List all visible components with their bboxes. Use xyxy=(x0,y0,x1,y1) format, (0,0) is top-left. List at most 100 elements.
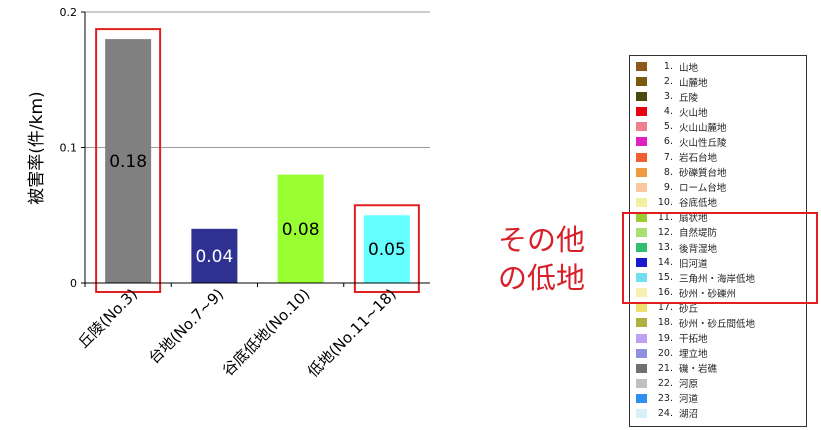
bar-value-label: 0.05 xyxy=(368,240,406,260)
legend-item: 19. 干拓地 xyxy=(636,332,708,345)
legend-swatch xyxy=(636,363,647,373)
bar xyxy=(277,174,324,283)
legend-number: 21. xyxy=(657,362,673,374)
chart-value-labels: 0.18 0.04 0.08 0.05 xyxy=(109,152,406,267)
legend-label: 扇状地 xyxy=(679,213,708,225)
legend-item: 12. 自然堤防 xyxy=(636,226,718,240)
legend-item: 4. 火山地 xyxy=(636,106,708,119)
bar xyxy=(105,39,152,283)
legend-label: 磯・岩礁 xyxy=(679,364,718,376)
legend-label: 丘陵 xyxy=(679,92,699,104)
legend-number: 2. xyxy=(663,76,673,88)
legend-number: 18. xyxy=(657,317,673,329)
legend-item: 6. 火山性丘陵 xyxy=(636,136,727,149)
y-tick-label: 0.2 xyxy=(60,6,78,19)
legend-item: 11. 扇状地 xyxy=(636,211,708,225)
legend-item: 22. 河原 xyxy=(636,378,699,391)
legend-item: 20. 埋立地 xyxy=(636,347,708,361)
legend-swatch xyxy=(636,227,647,237)
legend-swatch xyxy=(636,378,647,388)
legend-label: 自然堤防 xyxy=(679,228,718,240)
legend-number: 20. xyxy=(657,347,673,359)
legend-item: 5. 火山山麓地 xyxy=(636,121,727,134)
legend-number: 3. xyxy=(663,91,673,103)
chart-bars xyxy=(105,39,410,283)
legend-number: 17. xyxy=(657,302,673,314)
callout-line-2: の低地 xyxy=(498,261,586,295)
legend-item: 7. 岩石台地 xyxy=(636,151,718,164)
bar-value-label: 0.18 xyxy=(109,152,147,172)
legend-swatch xyxy=(636,333,647,343)
category-highlight-box xyxy=(353,204,420,293)
legend-item: 3. 丘陵 xyxy=(636,91,699,104)
legend-swatch xyxy=(636,348,647,358)
legend-swatch xyxy=(636,318,647,328)
legend-number: 14. xyxy=(657,257,673,269)
legend-number: 6. xyxy=(663,136,673,148)
legend-label: 干拓地 xyxy=(679,334,708,345)
x-category-label: 丘陵(No.3) xyxy=(74,285,141,352)
legend-number: 12. xyxy=(657,226,673,238)
legend-item: 16. 砂州・砂礫州 xyxy=(636,287,737,300)
legend-number: 15. xyxy=(657,272,673,284)
legend-item: 1. 山地 xyxy=(636,61,699,74)
legend-label: 河道 xyxy=(679,394,699,406)
legend-number: 5. xyxy=(663,121,673,133)
legend-label: 旧河道 xyxy=(679,258,708,270)
legend-highlight-box xyxy=(622,212,818,304)
landform-legend: 1. 山地 2. 山麓地 3. 丘陵 4. 火山地 5. 火山山麓地 6. 火山性丘陵 7. 岩石台地 8.… xyxy=(629,55,807,427)
category-highlight-box xyxy=(95,28,162,293)
legend-swatch xyxy=(636,273,647,283)
legend-number: 8. xyxy=(663,166,673,178)
chart-highlights xyxy=(95,28,420,293)
legend-number: 1. xyxy=(663,61,673,72)
legend-swatch xyxy=(636,182,647,192)
legend-swatch xyxy=(636,152,647,162)
legend-swatch xyxy=(636,197,647,207)
legend-item: 15. 三角州・海岸低地 xyxy=(636,272,756,285)
legend-number: 16. xyxy=(657,287,673,299)
legend-item: 24. 湖沼 xyxy=(636,408,699,421)
legend-label: 河原 xyxy=(679,379,699,391)
x-category-label: 谷底低地(No.10) xyxy=(219,285,314,380)
legend-label: 火山性丘陵 xyxy=(679,137,727,149)
legend-label: 山麓地 xyxy=(679,77,708,89)
legend-item: 2. 山麓地 xyxy=(636,76,708,89)
legend-label: 砂州・砂礫州 xyxy=(679,288,737,300)
legend-swatch xyxy=(636,167,647,177)
legend-number: 19. xyxy=(657,332,673,344)
legend-label: 岩石台地 xyxy=(679,153,718,164)
legend-swatch xyxy=(636,393,647,403)
legend-label: 三角州・海岸低地 xyxy=(679,273,756,285)
legend-number: 13. xyxy=(657,242,673,253)
legend-label: 山地 xyxy=(679,62,699,74)
legend-item: 10. 谷底低地 xyxy=(636,196,718,210)
legend-number: 11. xyxy=(657,211,673,223)
legend-label: 後背湿地 xyxy=(679,243,718,255)
legend-label: 谷底低地 xyxy=(679,198,718,210)
legend-item: 13. 後背湿地 xyxy=(636,242,718,255)
legend-swatch xyxy=(636,62,647,71)
legend-swatch xyxy=(636,212,647,222)
y-tick-label: 0.1 xyxy=(60,142,78,155)
legend-label: 湖沼 xyxy=(679,409,699,421)
legend-label: 砂礫質台地 xyxy=(679,168,727,180)
legend-swatch xyxy=(636,258,647,268)
x-category-label: 台地(No.7~9) xyxy=(145,285,227,367)
bar xyxy=(191,228,238,283)
legend-item: 14. 旧河道 xyxy=(636,257,708,270)
legend-item: 17. 砂丘 xyxy=(636,302,698,315)
legend-number: 4. xyxy=(663,106,673,118)
legend-number: 7. xyxy=(663,151,673,163)
legend-swatch xyxy=(636,107,647,117)
legend-label: ローム台地 xyxy=(679,183,727,195)
legend-label: 埋立地 xyxy=(679,349,708,361)
legend-swatch xyxy=(636,122,647,132)
legend-swatch xyxy=(636,408,647,418)
legend-swatch xyxy=(636,137,647,147)
bar-value-label: 0.08 xyxy=(282,220,320,240)
x-category-label: 低地(No.11~18) xyxy=(304,285,400,381)
legend-item: 21. 磯・岩礁 xyxy=(636,362,718,376)
legend-number: 10. xyxy=(657,196,673,208)
